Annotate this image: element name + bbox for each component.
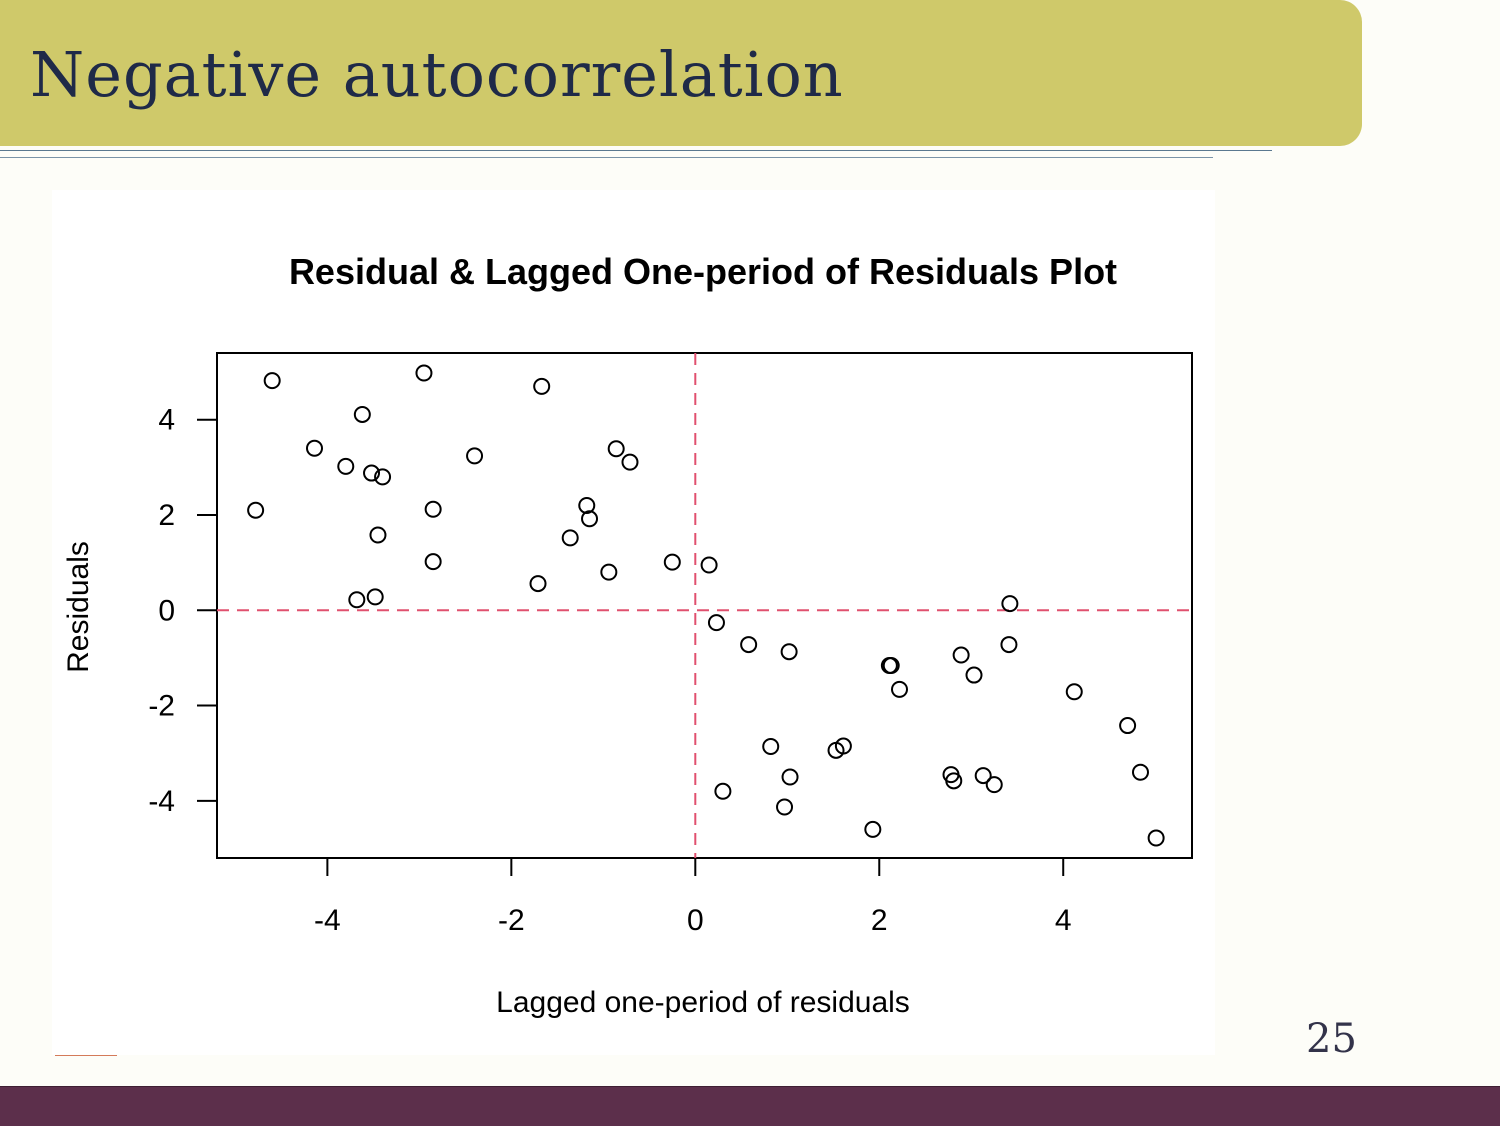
data-point [533,377,551,395]
y-axis-ticks: -4 -2 0 2 4 [148,404,217,818]
data-point [1131,763,1149,781]
data-point [374,468,392,486]
data-point [780,643,798,661]
chart-panel: Residual & Lagged One-period of Residual… [52,190,1215,1055]
x-tick-label: 4 [1055,904,1072,937]
data-point [581,510,599,528]
data-point [578,496,596,514]
data-point [306,439,323,457]
reference-lines [217,353,1192,858]
data-point [707,614,725,632]
data-point [561,529,579,547]
data-point [607,440,625,458]
y-tick-label: -2 [148,690,175,723]
slide-title: Negative autocorrelation [30,38,844,111]
data-point [466,447,484,465]
x-axis-label: Lagged one-period of residuals [496,986,910,1019]
title-rule-top [0,150,1272,151]
data-point [663,553,681,571]
data-point [714,782,732,800]
y-tick-label: 4 [158,404,175,437]
x-axis-ticks: -4 -2 0 2 4 [314,858,1072,937]
data-point [369,526,387,544]
data-point [1001,595,1019,613]
data-point [1147,829,1165,847]
data-point [247,501,265,519]
data-point [600,563,618,581]
y-axis-label: Residuals [62,541,95,673]
data-point [834,737,852,755]
data-point [337,457,355,475]
x-tick-label: 2 [871,904,888,937]
data-point [781,768,799,786]
data-point [415,364,433,382]
data-point [965,666,983,684]
plot-frame [216,352,1193,859]
data-point [1000,636,1018,654]
data-point [353,405,371,423]
data-points [247,364,1165,847]
data-point [621,453,639,471]
data-point [424,553,442,571]
data-point [1119,717,1137,735]
scatter-chart: Residual & Lagged One-period of Residual… [62,251,1193,1019]
x-tick-label: -4 [314,904,341,937]
data-point [762,738,780,756]
data-point [952,646,970,664]
footer-accent-line [55,1055,117,1056]
chart-title: Residual & Lagged One-period of Residual… [289,251,1117,292]
data-point [424,500,442,518]
data-point [985,776,1003,794]
data-point [529,575,547,593]
data-point [263,372,281,390]
footer-bar [0,1086,1500,1126]
data-point [776,798,794,816]
x-tick-label: 0 [687,904,704,937]
title-rule-bottom [0,157,1213,158]
title-banner [0,0,1362,146]
data-point [366,588,384,606]
data-point [974,767,992,785]
data-point [882,657,900,675]
page-number: 25 [1306,1016,1357,1062]
data-point [700,556,718,574]
data-point [348,591,366,609]
y-tick-label: 2 [158,499,175,532]
data-point [864,820,882,838]
data-point [363,464,381,482]
y-tick-label: 0 [158,594,175,627]
data-point [1065,683,1083,701]
x-tick-label: -2 [498,904,525,937]
data-point [891,680,908,698]
data-point [945,772,963,790]
data-point [740,636,758,654]
y-tick-label: -4 [148,785,175,818]
